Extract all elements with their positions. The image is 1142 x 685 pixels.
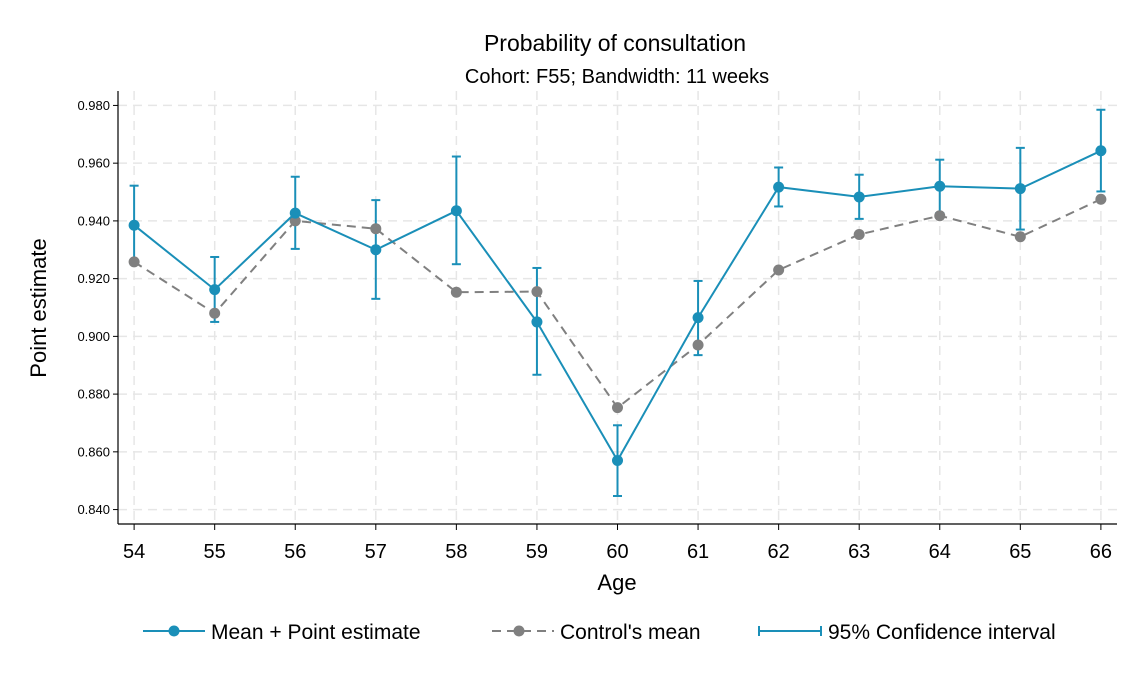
point-control-mean: [370, 223, 382, 235]
point-point-estimate: [1095, 145, 1107, 157]
point-point-estimate: [773, 181, 785, 193]
point-control-mean: [934, 210, 946, 222]
x-tick-label: 65: [1009, 541, 1031, 563]
x-tick-label: 60: [606, 541, 628, 563]
legend-marker-point-estimate: [168, 625, 180, 637]
x-tick-label: 66: [1090, 541, 1112, 563]
legend-label-confidence-interval: 95% Confidence interval: [828, 621, 1056, 644]
point-point-estimate: [370, 244, 382, 256]
x-tick-label: 55: [204, 541, 226, 563]
legend-marker-control-mean: [513, 625, 525, 637]
point-control-mean: [1014, 231, 1026, 243]
legend-label-control-mean: Control's mean: [560, 621, 701, 644]
y-tick-label: 0.860: [77, 444, 110, 459]
ticks: 0.840 0.860 0.880 0.900 0.920 0.940 0.960 0.980…: [77, 98, 1112, 563]
x-axis-label: Age: [597, 570, 636, 595]
y-tick-label: 0.940: [77, 213, 110, 228]
point-control-mean: [612, 402, 623, 414]
point-point-estimate: [692, 312, 704, 324]
y-tick-label: 0.960: [77, 156, 110, 171]
y-tick-label: 0.900: [77, 329, 110, 344]
point-point-estimate: [531, 316, 543, 328]
point-control-mean: [209, 307, 221, 319]
x-tick-label: 61: [687, 541, 709, 563]
point-point-estimate: [612, 454, 623, 466]
y-tick-label: 0.840: [77, 502, 110, 517]
x-tick-label: 56: [284, 541, 306, 563]
point-control-mean: [289, 215, 301, 227]
point-point-estimate: [128, 219, 140, 231]
legend-item-control-mean: Control's mean: [492, 621, 701, 644]
x-tick-label: 63: [848, 541, 870, 563]
x-tick-label: 62: [768, 541, 790, 563]
y-tick-label: 0.980: [77, 98, 110, 113]
legend: Mean + Point estimate Control's mean 95%…: [143, 621, 1056, 644]
y-tick-label: 0.920: [77, 271, 110, 286]
point-control-mean: [853, 228, 865, 240]
point-control-mean: [128, 256, 140, 268]
point-control-mean: [692, 339, 704, 351]
point-control-mean: [531, 286, 543, 298]
chart-subtitle: Cohort: F55; Bandwidth: 11 weeks: [465, 66, 769, 88]
x-tick-label: 57: [365, 541, 387, 563]
point-point-estimate: [209, 284, 221, 296]
x-tick-label: 58: [445, 541, 467, 563]
series-layer: [128, 145, 1107, 466]
x-tick-label: 59: [526, 541, 548, 563]
point-point-estimate: [934, 180, 946, 192]
point-point-estimate: [853, 191, 865, 203]
point-control-mean: [1095, 193, 1107, 205]
legend-label-point-estimate: Mean + Point estimate: [211, 621, 421, 644]
chart-title: Probability of consultation: [484, 30, 746, 56]
x-tick-label: 64: [929, 541, 951, 563]
x-tick-label: 54: [123, 541, 145, 563]
point-control-mean: [450, 286, 462, 298]
point-point-estimate: [1014, 183, 1026, 195]
point-control-mean: [773, 264, 785, 276]
legend-item-confidence-interval: 95% Confidence interval: [758, 621, 1056, 644]
y-tick-label: 0.880: [77, 387, 110, 402]
legend-item-point-estimate: Mean + Point estimate: [143, 621, 421, 644]
y-axis-label: Point estimate: [26, 238, 51, 377]
point-point-estimate: [289, 207, 301, 219]
point-point-estimate: [450, 205, 462, 217]
